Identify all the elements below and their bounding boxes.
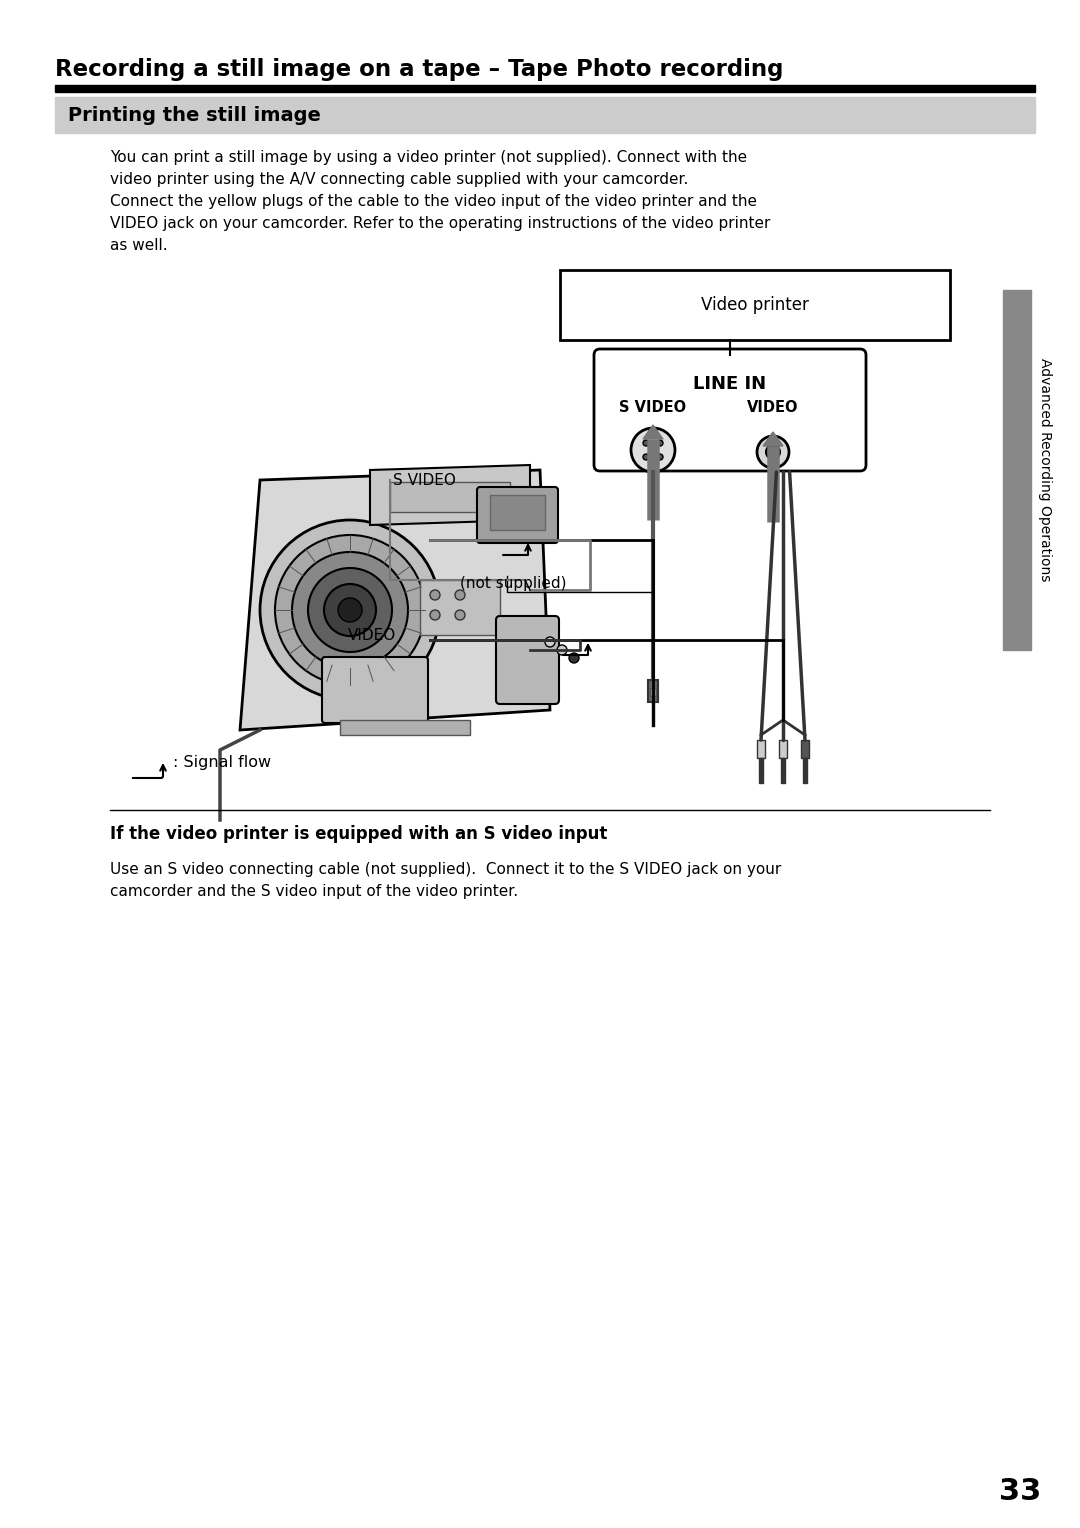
Circle shape bbox=[545, 637, 555, 646]
Circle shape bbox=[455, 610, 465, 620]
Circle shape bbox=[557, 645, 567, 656]
Circle shape bbox=[643, 454, 649, 460]
Bar bbox=[801, 740, 809, 758]
Text: : Signal flow: : Signal flow bbox=[173, 755, 271, 770]
Bar bbox=[1003, 290, 1031, 649]
Text: Video printer: Video printer bbox=[701, 296, 809, 313]
Bar bbox=[561, 270, 950, 341]
Circle shape bbox=[430, 590, 440, 601]
Circle shape bbox=[643, 440, 649, 446]
Text: VIDEO jack on your camcorder. Refer to the operating instructions of the video p: VIDEO jack on your camcorder. Refer to t… bbox=[110, 215, 770, 231]
Bar bbox=[490, 495, 545, 530]
Text: VIDEO: VIDEO bbox=[348, 628, 396, 642]
Bar bbox=[759, 758, 762, 782]
Bar bbox=[420, 581, 500, 636]
Text: (not supplied): (not supplied) bbox=[460, 576, 567, 591]
Circle shape bbox=[631, 428, 675, 472]
Circle shape bbox=[766, 445, 780, 458]
Circle shape bbox=[430, 610, 440, 620]
Bar bbox=[781, 758, 785, 782]
Bar bbox=[648, 680, 658, 701]
Text: Use an S video connecting cable (not supplied).  Connect it to the S VIDEO jack : Use an S video connecting cable (not sup… bbox=[110, 862, 781, 877]
Circle shape bbox=[324, 584, 376, 636]
Circle shape bbox=[650, 448, 656, 452]
Bar bbox=[804, 758, 807, 782]
Circle shape bbox=[657, 454, 663, 460]
Polygon shape bbox=[240, 471, 550, 730]
Bar bbox=[55, 86, 1035, 92]
Circle shape bbox=[569, 652, 579, 663]
FancyBboxPatch shape bbox=[477, 487, 558, 542]
Bar bbox=[55, 96, 1035, 133]
Text: Connect the yellow plugs of the cable to the video input of the video printer an: Connect the yellow plugs of the cable to… bbox=[110, 194, 757, 209]
Circle shape bbox=[757, 435, 789, 468]
Circle shape bbox=[308, 568, 392, 652]
FancyBboxPatch shape bbox=[496, 616, 559, 704]
Text: You can print a still image by using a video printer (not supplied). Connect wit: You can print a still image by using a v… bbox=[110, 150, 747, 165]
Circle shape bbox=[657, 440, 663, 446]
Circle shape bbox=[292, 552, 408, 668]
Circle shape bbox=[455, 590, 465, 601]
Bar bbox=[757, 740, 765, 758]
Text: camcorder and the S video input of the video printer.: camcorder and the S video input of the v… bbox=[110, 885, 518, 898]
Circle shape bbox=[260, 520, 440, 700]
Text: If the video printer is equipped with an S video input: If the video printer is equipped with an… bbox=[110, 825, 607, 843]
Polygon shape bbox=[370, 465, 530, 526]
Text: Advanced Recording Operations: Advanced Recording Operations bbox=[1038, 358, 1052, 582]
Text: S VIDEO: S VIDEO bbox=[393, 472, 456, 487]
Bar bbox=[340, 720, 470, 735]
Bar bbox=[779, 740, 787, 758]
FancyBboxPatch shape bbox=[322, 657, 428, 723]
Text: Printing the still image: Printing the still image bbox=[68, 105, 321, 124]
Bar bbox=[390, 481, 510, 512]
Polygon shape bbox=[643, 425, 663, 439]
Bar bbox=[650, 688, 656, 695]
Circle shape bbox=[649, 428, 657, 435]
Text: S VIDEO: S VIDEO bbox=[620, 400, 687, 416]
Text: 33: 33 bbox=[999, 1478, 1041, 1507]
Circle shape bbox=[338, 597, 362, 622]
Text: as well.: as well. bbox=[110, 238, 167, 254]
Text: video printer using the A/V connecting cable supplied with your camcorder.: video printer using the A/V connecting c… bbox=[110, 173, 688, 186]
FancyBboxPatch shape bbox=[594, 348, 866, 471]
Text: Recording a still image on a tape – Tape Photo recording: Recording a still image on a tape – Tape… bbox=[55, 58, 783, 81]
Text: VIDEO: VIDEO bbox=[747, 400, 799, 416]
Text: LINE IN: LINE IN bbox=[693, 374, 767, 393]
Circle shape bbox=[275, 535, 426, 685]
Polygon shape bbox=[762, 432, 783, 446]
